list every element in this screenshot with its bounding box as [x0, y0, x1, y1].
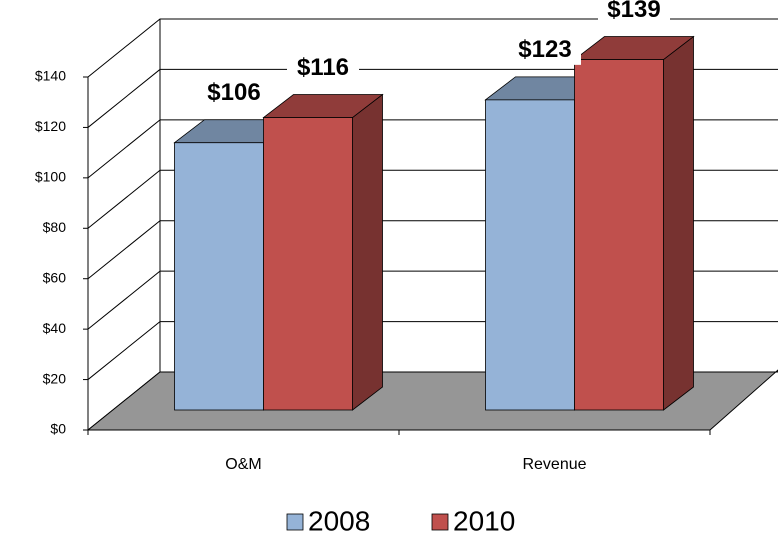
grid-line: [87, 68, 778, 128]
bar: [263, 117, 353, 411]
y-tick-label: $40: [43, 320, 67, 336]
legend-label: 2010: [453, 505, 515, 536]
value-label-bg: [198, 79, 270, 108]
value-label: $123: [518, 36, 571, 63]
value-label-bg: [287, 54, 359, 83]
y-tick-label: $100: [35, 169, 66, 185]
y-tick-label: $120: [35, 118, 66, 134]
legend-label: 2008: [308, 505, 370, 536]
bar: [485, 99, 575, 411]
bar-side: [663, 35, 694, 411]
value-label-bg: [598, 0, 670, 25]
y-tick-label: $140: [35, 68, 66, 84]
bar: [574, 59, 664, 411]
value-label-bg: [509, 36, 581, 65]
bar-side: [352, 93, 383, 411]
y-tick-label: $0: [50, 421, 66, 437]
value-label: $139: [607, 0, 660, 23]
grid-line: [87, 18, 778, 78]
bar: [174, 142, 264, 411]
value-label: $116: [297, 54, 349, 81]
y-tick-label: $20: [43, 370, 67, 386]
x-tick-label: Revenue: [522, 456, 586, 473]
x-tick-label: O&M: [225, 456, 261, 473]
y-tick-label: $80: [43, 219, 67, 235]
legend-swatch: [431, 513, 449, 531]
value-label: $106: [207, 79, 260, 106]
legend-swatch: [286, 513, 304, 531]
y-tick-label: $60: [43, 269, 67, 285]
